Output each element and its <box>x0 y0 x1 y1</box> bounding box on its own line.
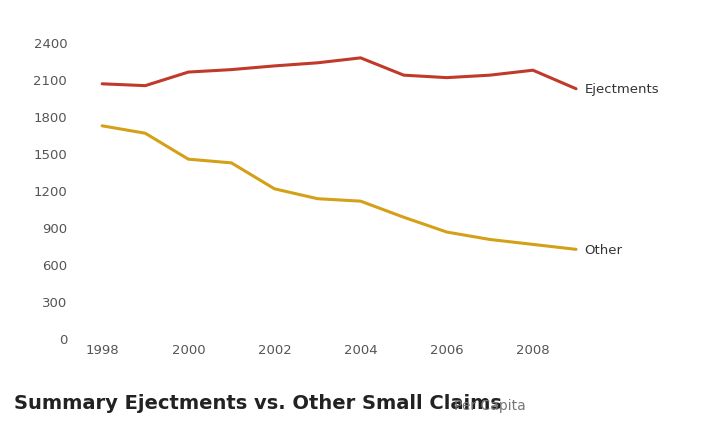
Text: Per Capita: Per Capita <box>454 398 526 412</box>
Text: Other: Other <box>585 243 623 256</box>
Text: Ejectments: Ejectments <box>585 83 660 96</box>
Text: Summary Ejectments vs. Other Small Claims: Summary Ejectments vs. Other Small Claim… <box>14 393 503 412</box>
